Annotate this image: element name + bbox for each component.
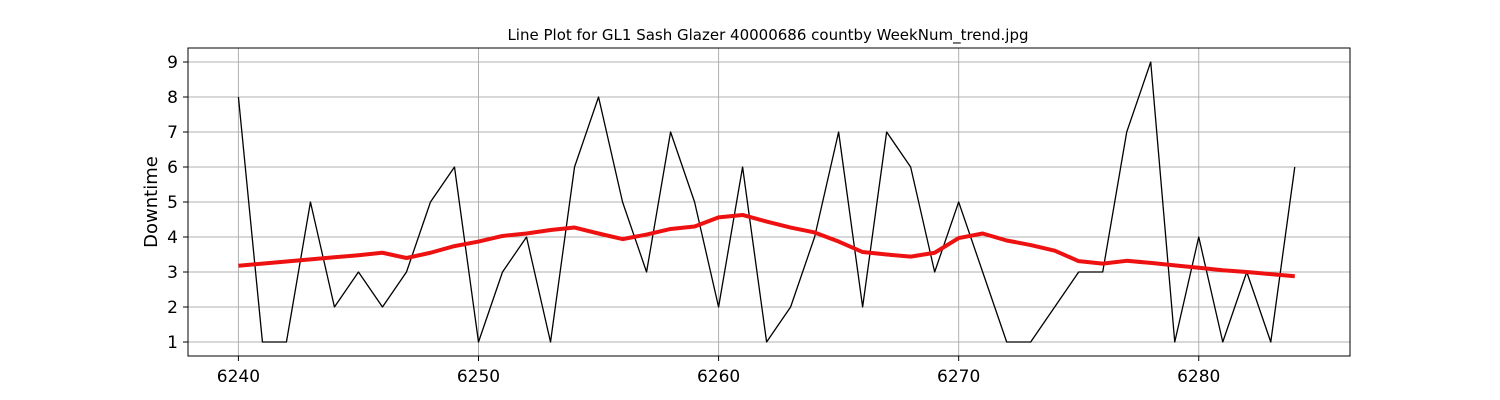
y-tick-label: 1 (167, 333, 178, 353)
chart-title: Line Plot for GL1 Sash Glazer 40000686 c… (507, 26, 1028, 45)
x-tick-label: 6270 (937, 367, 980, 387)
trend-series-line (238, 212, 1295, 279)
y-tick-label: 6 (167, 158, 178, 178)
grid (188, 48, 1350, 356)
y-tick-label: 8 (167, 88, 178, 108)
y-tick-label: 9 (167, 53, 178, 73)
x-tick-label: 6240 (217, 367, 260, 387)
raw-series-line (237, 61, 1296, 343)
x-tick-label: 6260 (697, 367, 740, 387)
y-tick-label: 3 (167, 263, 178, 283)
y-tick-label: 4 (167, 228, 178, 248)
y-tick-label: 5 (167, 193, 178, 213)
y-tick-label: 2 (167, 298, 178, 318)
x-tick-label: 6250 (457, 367, 500, 387)
x-tick-label: 6280 (1177, 367, 1220, 387)
y-tick-label: 7 (167, 123, 178, 143)
ticks: 6240 6250 6260 6270 6280 1 2 3 4 5 6 7 8 9 (167, 53, 1220, 387)
y-axis-label: Downtime (141, 156, 162, 248)
series-layer (237, 61, 1296, 343)
